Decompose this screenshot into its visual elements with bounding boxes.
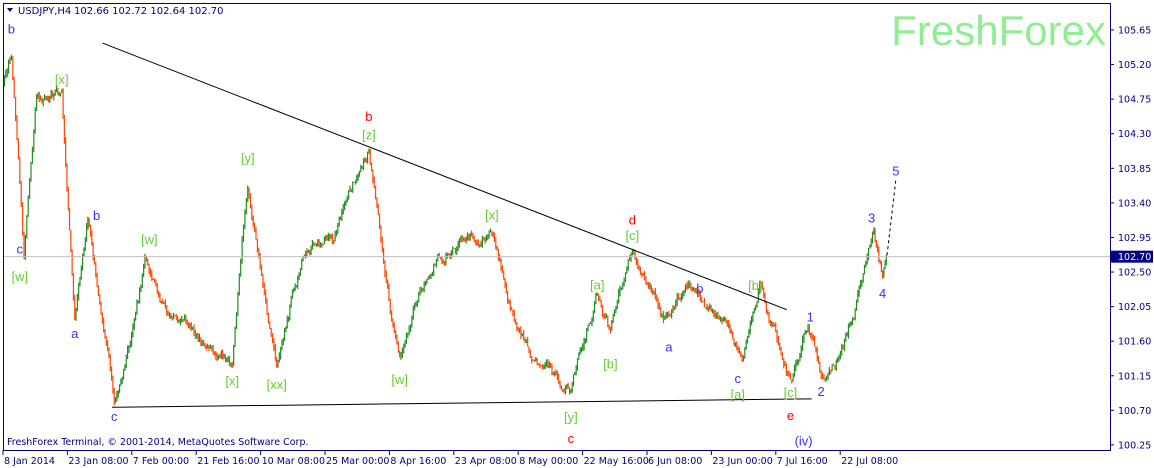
watermark-logo: FreshForex <box>891 7 1106 54</box>
wave-label: [z] <box>362 127 376 142</box>
copyright-footer: FreshForex Terminal, © 2001-2014, MetaQu… <box>7 437 309 448</box>
wave-label: c <box>568 431 575 446</box>
wave-label: 4 <box>879 286 886 301</box>
price-tick-label: 104.30 <box>1118 129 1151 140</box>
triangle-down-icon[interactable] <box>7 8 13 12</box>
time-tick-label: 22 Jul 08:00 <box>841 456 898 467</box>
wave-label: [w] <box>391 372 408 387</box>
wave-label: [y] <box>241 151 255 166</box>
chart-header: USDJPY,H4 102.66 102.72 102.64 102.70 <box>7 6 224 17</box>
trendline[interactable] <box>112 398 812 408</box>
current-price-label: 102.70 <box>1118 252 1151 263</box>
time-tick-label: 8 Apr 16:00 <box>390 456 446 467</box>
candles-layer <box>3 55 887 406</box>
wave-label: [b] <box>603 356 617 371</box>
time-tick-label: 21 Feb 16:00 <box>197 456 259 467</box>
wave-label: (iv) <box>795 434 813 449</box>
wave-label: a <box>665 340 673 355</box>
wave-label: a <box>71 326 79 341</box>
wave-label: [c] <box>784 385 798 400</box>
wave-label: 2 <box>818 384 825 399</box>
price-tick-label: 105.65 <box>1118 26 1151 37</box>
price-tick-label: 102.50 <box>1118 268 1151 279</box>
wave-label: [w] <box>141 232 158 247</box>
wave-label: [c] <box>625 228 639 243</box>
ohlc-values: 102.66 102.72 102.64 102.70 <box>74 6 224 17</box>
time-tick-label: 7 Jul 16:00 <box>777 456 828 467</box>
current-price-tag <box>1111 250 1153 263</box>
trendlines-layer <box>4 42 1110 408</box>
time-tick-label: 6 Jun 08:00 <box>648 456 702 467</box>
price-tick-label: 100.25 <box>1118 440 1151 451</box>
wave-label: [xx] <box>267 377 287 392</box>
time-tick-label: 8 Jan 2014 <box>4 456 55 467</box>
trendline[interactable] <box>886 179 897 256</box>
price-tick-label: 102.95 <box>1118 233 1151 244</box>
time-tick-label: 7 Feb 00:00 <box>133 456 189 467</box>
price-tick-label: 101.15 <box>1118 371 1151 382</box>
wave-label: [a] <box>731 387 745 402</box>
wave-label: c <box>111 409 118 424</box>
price-axis[interactable]: 105.65 105.20 104.75 104.30 103.85 103.40 102.… <box>1110 26 1153 452</box>
price-tick-label: 103.85 <box>1118 164 1151 175</box>
price-tick-label: 100.70 <box>1118 406 1151 417</box>
wave-label: [x] <box>225 373 239 388</box>
price-tick-label: 102.05 <box>1118 302 1151 313</box>
time-tick-label: 25 Mar 00:00 <box>326 456 389 467</box>
wave-label: b <box>8 22 15 37</box>
wave-labels-layer: b[x]c[w]bac[w][x][y][xx]b[z][w][x][y]c[a… <box>8 22 900 449</box>
price-tick-label: 105.20 <box>1118 60 1151 71</box>
plot-frame <box>3 3 1111 451</box>
time-tick-label: 8 May 00:00 <box>519 456 578 467</box>
time-tick-label: 23 Apr 08:00 <box>455 456 517 467</box>
price-tick-label: 104.75 <box>1118 95 1151 106</box>
time-axis[interactable]: 8 Jan 2014 23 Jan 08:00 7 Feb 00:00 21 Feb … <box>2 450 898 467</box>
wave-label: 5 <box>892 164 899 179</box>
wave-label: [y] <box>564 409 578 424</box>
trendline[interactable] <box>102 42 787 311</box>
wave-label: e <box>787 408 794 423</box>
wave-label: [b] <box>748 278 762 293</box>
price-tick-label: 103.40 <box>1118 198 1151 209</box>
time-tick-label: 10 Mar 08:00 <box>262 456 325 467</box>
wave-label: c <box>734 371 741 386</box>
wave-label: [w] <box>11 269 28 284</box>
wave-label: d <box>629 213 636 228</box>
symbol-label: USDJPY,H4 <box>18 6 71 17</box>
price-tick-label: 101.60 <box>1118 337 1151 348</box>
wave-label: [x] <box>485 207 499 222</box>
wave-label: [x] <box>55 72 69 87</box>
wave-label: b <box>696 281 703 296</box>
time-tick-label: 22 May 16:00 <box>584 456 649 467</box>
wave-label: b <box>365 109 372 124</box>
wave-label: 1 <box>807 310 814 325</box>
time-tick-label: 23 Jan 08:00 <box>68 456 128 467</box>
wave-label: [a] <box>590 277 604 292</box>
wave-label: 3 <box>868 211 875 226</box>
time-tick-label: 23 Jun 00:00 <box>712 456 772 467</box>
wave-label: c <box>17 241 24 256</box>
wave-label: b <box>93 208 100 223</box>
